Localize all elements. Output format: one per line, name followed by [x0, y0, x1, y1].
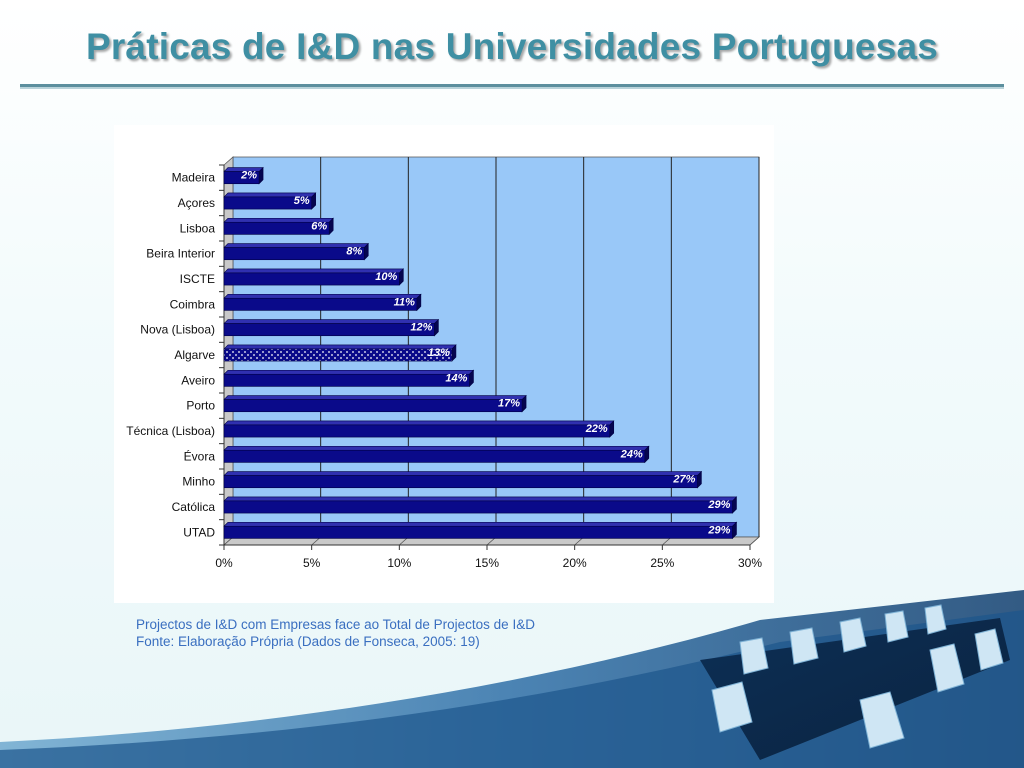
bar-top-face [223, 420, 615, 426]
bar-data-label: 10% [375, 271, 397, 283]
category-label: Madeira [172, 171, 216, 185]
bar-front-face [223, 221, 330, 235]
bar-data-label: 2% [240, 170, 257, 182]
category-label: ISCTE [180, 272, 215, 286]
bar-top-face [223, 445, 650, 451]
bar-data-label: 6% [311, 220, 327, 232]
bar-data-label: 17% [498, 398, 520, 410]
caption-description: Projectos de I&D com Empresas face ao To… [136, 617, 535, 632]
category-label: Açores [178, 196, 215, 210]
chairs [711, 604, 1004, 749]
bar [223, 268, 405, 286]
bar-front-face [223, 500, 733, 514]
bar [223, 369, 475, 388]
gridline-x-floor [749, 536, 760, 546]
x-tick-label: 25% [650, 556, 674, 570]
bar [223, 166, 264, 185]
bar-data-label: 13% [428, 347, 450, 359]
bar-top-face [223, 319, 440, 324]
bar-data-label: 29% [707, 499, 730, 511]
bar [223, 394, 527, 413]
bar-chart: 0% 5% 10% 15% 20% 25% 30% 2% Madeira 5% Açores 6% Li… [126, 156, 762, 570]
category-label: UTAD [183, 525, 215, 539]
category-label: Nova (Lisboa) [140, 323, 215, 337]
bar-front-face [223, 399, 523, 413]
category-label: Técnica (Lisboa) [126, 424, 215, 438]
x-tick-label: 0% [215, 556, 233, 570]
bar-top-face [223, 293, 422, 299]
bar [223, 293, 422, 312]
bar-data-label: 11% [394, 296, 415, 308]
x-tick-label: 10% [387, 556, 411, 570]
bar [223, 420, 615, 438]
category-label: Minho [182, 475, 215, 489]
boardroom-illustration [0, 590, 1024, 768]
category-label: Algarve [174, 348, 215, 362]
bar-data-label: 27% [672, 474, 695, 486]
bar-top-face [223, 369, 475, 375]
bar-data-label: 8% [346, 246, 362, 258]
bar-data-label: 12% [410, 322, 432, 334]
category-label: Porto [186, 399, 215, 413]
bar-data-label: 5% [294, 195, 310, 207]
bar-front-face [223, 247, 365, 261]
bar-top-face [223, 521, 738, 527]
category-label: Católica [172, 500, 216, 514]
bar-top-face [223, 496, 738, 502]
bar [223, 344, 457, 362]
x-tick-label: 5% [303, 556, 321, 570]
category-label: Coimbra [170, 297, 216, 311]
bar-top-face [223, 344, 457, 350]
category-label: Lisboa [180, 221, 216, 235]
bar-data-label: 24% [620, 448, 643, 460]
chart-caption: Projectos de I&D com Empresas face ao To… [136, 616, 736, 650]
bar [223, 318, 440, 337]
x-tick-label: 30% [738, 556, 762, 570]
bar-front-face [223, 373, 470, 387]
bar-front-face [223, 475, 698, 489]
bar [223, 242, 369, 261]
chart-panel: 0% 5% 10% 15% 20% 25% 30% 2% Madeira 5% Açores 6% Li… [114, 125, 774, 603]
bar-top-face [223, 395, 527, 400]
bar-front-face [223, 525, 733, 539]
bar-front-face [223, 424, 611, 438]
x-tick-label: 20% [563, 556, 587, 570]
bar-data-label: 14% [445, 372, 467, 384]
bar-data-label: 29% [707, 524, 730, 536]
bar [223, 470, 703, 489]
title-divider [20, 84, 1004, 87]
bar-front-face [223, 323, 435, 337]
bar-front-face [223, 272, 400, 286]
category-label: Aveiro [181, 373, 215, 387]
category-label: Beira Interior [146, 247, 215, 261]
bar [223, 521, 738, 540]
bar-front-face [223, 449, 646, 463]
bar-top-face [223, 471, 703, 476]
caption-source: Fonte: Elaboração Própria (Dados de Fons… [136, 634, 480, 649]
x-tick-label: 15% [475, 556, 499, 570]
bar-front-face [223, 348, 453, 362]
category-label: Évora [184, 448, 216, 463]
bar [223, 192, 317, 210]
bar-data-label: 22% [585, 423, 608, 435]
bar [223, 496, 738, 514]
bar [223, 445, 650, 464]
slide-title: Práticas de I&D nas Universidades Portug… [85, 26, 939, 67]
bar [223, 217, 334, 236]
bar-front-face [223, 196, 312, 210]
bar-front-face [223, 171, 260, 185]
bar-front-face [223, 297, 418, 311]
